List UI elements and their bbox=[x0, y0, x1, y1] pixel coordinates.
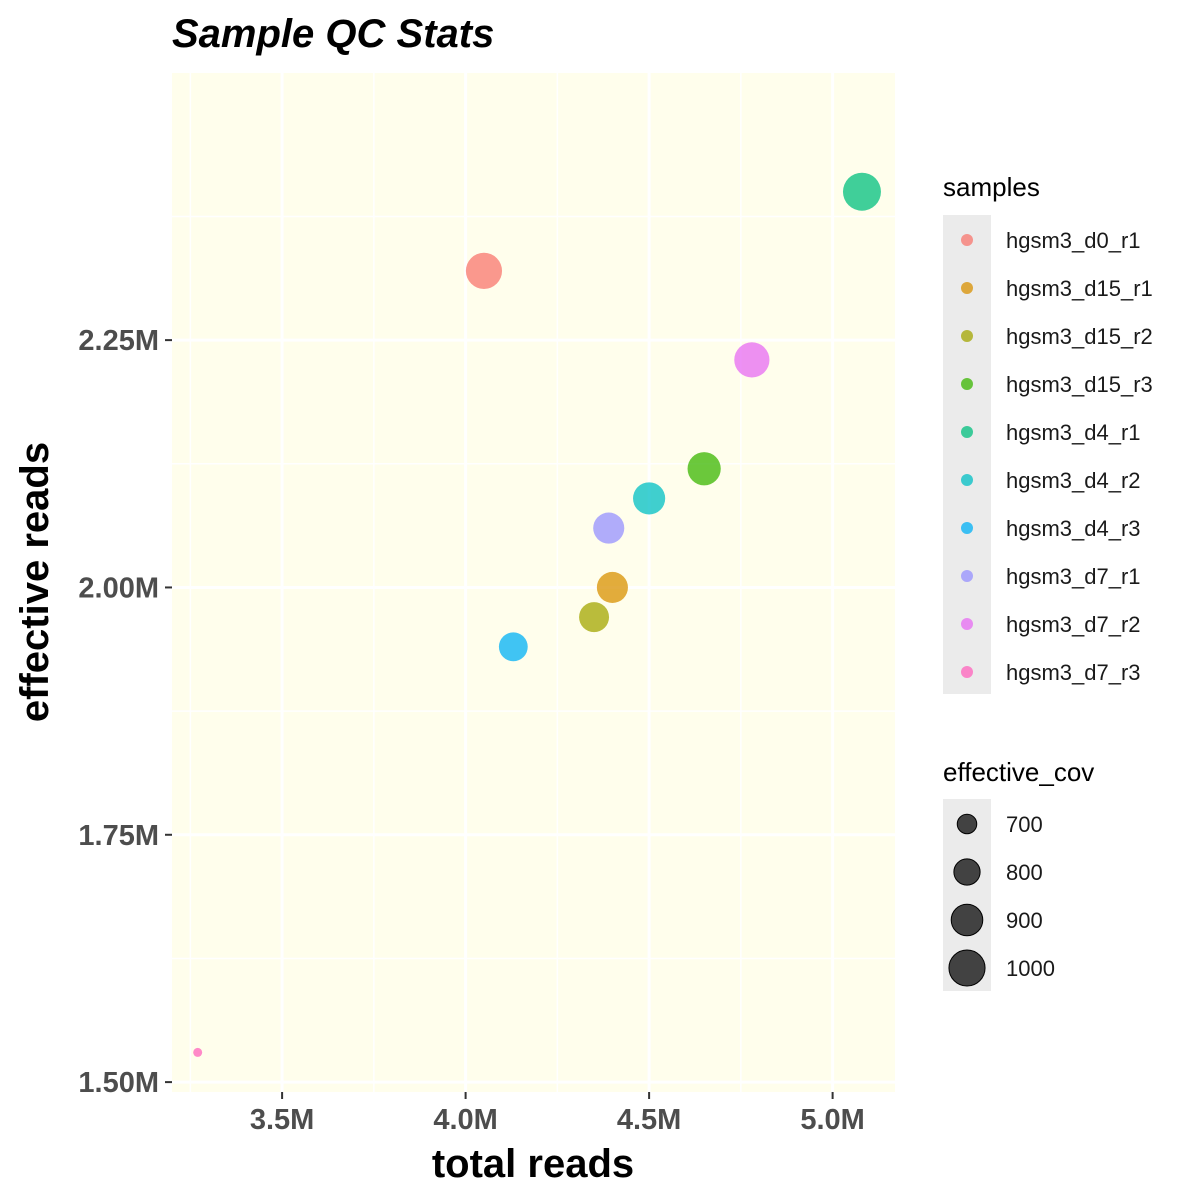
legend-label: hgsm3_d7_r2 bbox=[1006, 612, 1141, 637]
point-hgsm3-d4-r2 bbox=[633, 482, 666, 515]
legend-label: hgsm3_d4_r3 bbox=[1006, 516, 1141, 541]
color-legend-title: samples bbox=[943, 172, 1040, 202]
legend-label: hgsm3_d0_r1 bbox=[1006, 228, 1141, 253]
data-points bbox=[193, 172, 881, 1057]
legend-label: hgsm3_d15_r1 bbox=[1006, 276, 1153, 301]
point-hgsm3-d7-r1 bbox=[593, 512, 625, 544]
x-tick-label: 3.5M bbox=[250, 1104, 314, 1136]
legend-key-hgsm3-d15-r1 bbox=[961, 282, 973, 294]
size-legend-label: 900 bbox=[1006, 908, 1043, 933]
point-hgsm3-d0-r1 bbox=[465, 252, 503, 289]
color-legend-keys-background bbox=[943, 215, 991, 694]
plot-panel bbox=[172, 73, 895, 1092]
legend-label: hgsm3_d4_r1 bbox=[1006, 420, 1141, 445]
legend-key-hgsm3-d4-r2 bbox=[961, 474, 973, 486]
legend-label: hgsm3_d4_r2 bbox=[1006, 468, 1141, 493]
x-tick-label: 4.0M bbox=[433, 1104, 497, 1136]
legend-label: hgsm3_d7_r1 bbox=[1006, 564, 1141, 589]
point-hgsm3-d7-r2 bbox=[734, 342, 770, 378]
y-tick-label: 2.25M bbox=[78, 325, 159, 357]
point-hgsm3-d15-r2 bbox=[579, 602, 610, 633]
x-axis-title: total reads bbox=[432, 1142, 634, 1186]
size-legend-label: 800 bbox=[1006, 860, 1043, 885]
x-axis: 3.5M 4.0M 4.5M 5.0M bbox=[250, 1092, 865, 1136]
size-legend-key bbox=[956, 813, 978, 835]
size-legend-label: 1000 bbox=[1006, 956, 1055, 981]
legend-key-hgsm3-d0-r1 bbox=[961, 234, 973, 246]
x-tick-label: 5.0M bbox=[800, 1104, 864, 1136]
legend-key-hgsm3-d7-r2 bbox=[961, 618, 973, 630]
point-hgsm3-d4-r3 bbox=[498, 632, 528, 662]
size-legend-key bbox=[948, 949, 986, 987]
point-hgsm3-d15-r3 bbox=[687, 452, 721, 486]
legend-label: hgsm3_d15_r3 bbox=[1006, 372, 1153, 397]
size-legend-title: effective_cov bbox=[943, 757, 1094, 787]
color-legend: samples hgsm3_d0_r1 hgsm3_d15_r1 hgsm3_d15… bbox=[943, 172, 1153, 694]
size-legend-key bbox=[950, 903, 984, 937]
legend-key-hgsm3-d15-r2 bbox=[961, 330, 973, 342]
y-axis-title: effective reads bbox=[13, 442, 57, 722]
grid-lines bbox=[172, 73, 895, 1092]
chart-title: Sample QC Stats bbox=[172, 12, 494, 56]
legend-key-hgsm3-d15-r3 bbox=[961, 378, 973, 390]
point-hgsm3-d7-r3 bbox=[193, 1047, 203, 1057]
x-tick-label: 4.5M bbox=[617, 1104, 681, 1136]
y-axis: 1.50M 1.75M 2.00M 2.25M bbox=[78, 325, 172, 1099]
size-legend-key bbox=[953, 858, 981, 886]
legend-key-hgsm3-d4-r3 bbox=[961, 522, 973, 534]
y-tick-label: 2.00M bbox=[78, 572, 159, 604]
legend-key-hgsm3-d4-r1 bbox=[961, 426, 973, 438]
legend-label: hgsm3_d15_r2 bbox=[1006, 324, 1153, 349]
y-tick-label: 1.75M bbox=[78, 820, 159, 852]
legend-label: hgsm3_d7_r3 bbox=[1006, 660, 1141, 685]
legend-key-hgsm3-d7-r1 bbox=[961, 570, 973, 582]
point-hgsm3-d4-r1 bbox=[842, 172, 881, 211]
legend-key-hgsm3-d7-r3 bbox=[961, 666, 973, 678]
point-hgsm3-d15-r1 bbox=[596, 571, 628, 603]
y-tick-label: 1.50M bbox=[78, 1067, 159, 1099]
size-legend: effective_cov 700 800 900 1000 bbox=[943, 757, 1094, 991]
size-legend-label: 700 bbox=[1006, 812, 1043, 837]
